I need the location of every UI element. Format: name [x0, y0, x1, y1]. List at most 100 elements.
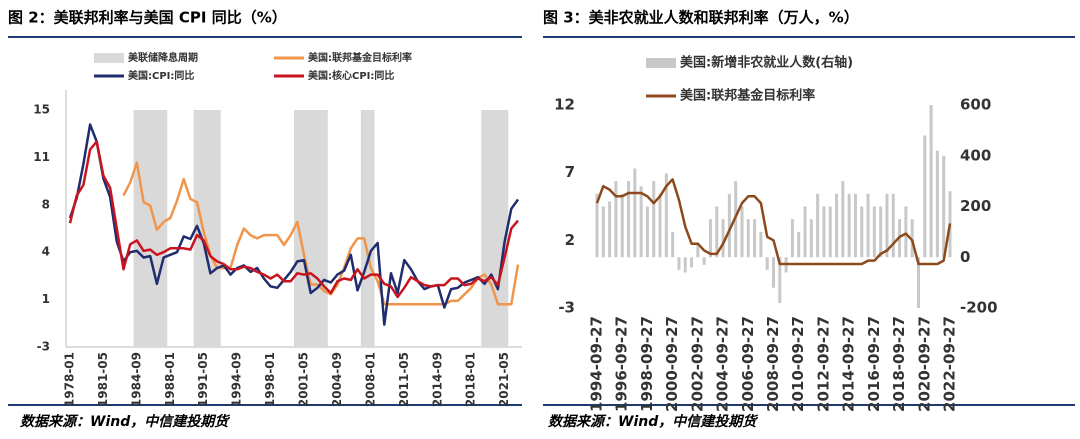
bar — [816, 193, 820, 258]
bar — [916, 257, 920, 308]
x-tick-label: 2014-09 — [430, 352, 444, 407]
x-tick-label: 1994-09 — [230, 352, 244, 407]
y-tick-label: 2 — [565, 231, 575, 249]
bar — [671, 231, 675, 258]
legend-swatch — [94, 53, 124, 63]
x-tick-label: 2011-05 — [397, 352, 411, 407]
x-tick-label: 2001-05 — [297, 352, 311, 407]
band — [140, 110, 148, 347]
bar — [828, 206, 832, 258]
line — [68, 123, 520, 326]
x-tick-label: 2008-09-27 — [764, 316, 782, 412]
band — [487, 110, 495, 347]
bar — [879, 206, 883, 258]
legend-label: 美国:新增非农就业人数(右轴) — [680, 55, 853, 71]
bar — [759, 231, 763, 258]
x-tick-label: 2016-09-27 — [865, 316, 883, 412]
y-tick-label: 12 — [554, 96, 575, 114]
bar — [721, 219, 725, 258]
line — [595, 178, 952, 266]
y2-tick-label: -200 — [960, 299, 998, 317]
bar — [942, 155, 946, 258]
bar — [765, 257, 769, 270]
bar — [797, 231, 801, 258]
bar — [853, 193, 857, 258]
legend-label: 美国:CPI:同比 — [128, 69, 194, 82]
bar — [727, 193, 731, 258]
bar — [835, 193, 839, 258]
x-tick-label: 1984-09 — [129, 352, 143, 407]
chart-title: 图 3：美非农就业人数和联邦利率（万人，%） — [543, 9, 859, 27]
bar — [929, 105, 933, 258]
x-tick-label: 2006-09-27 — [739, 316, 757, 412]
x-tick-label: 2021-05 — [497, 352, 511, 407]
bar — [608, 201, 612, 258]
band — [360, 110, 368, 347]
bar — [708, 219, 712, 258]
bar — [904, 206, 908, 258]
legend-label: 美国:联邦基金目标利率 — [680, 88, 815, 104]
x-tick-label: 2010-09-27 — [789, 316, 807, 412]
x-tick-label: 2022-09-27 — [941, 316, 959, 412]
x-tick-label: 2004-09-27 — [714, 316, 732, 412]
bar — [809, 219, 813, 258]
x-tick-label: 2020-09-27 — [915, 316, 933, 412]
bar — [683, 257, 687, 273]
y-tick-label: -3 — [37, 340, 50, 354]
y-tick-label: 4 — [42, 245, 50, 259]
bar — [803, 206, 807, 258]
bar — [872, 206, 876, 258]
band — [307, 110, 315, 347]
bar — [715, 206, 719, 258]
band — [320, 110, 328, 347]
bar — [595, 193, 599, 258]
band — [314, 110, 322, 347]
bar — [645, 206, 649, 258]
bar — [658, 193, 662, 258]
y-tick-label: -3 — [558, 299, 575, 317]
band — [133, 110, 141, 347]
legend-label: 美国:联邦基金目标利率 — [308, 51, 412, 64]
x-tick-label: 1998-09-27 — [638, 316, 656, 412]
bar — [935, 150, 939, 258]
bar — [885, 193, 889, 258]
line — [68, 140, 519, 299]
y2-tick-label: 400 — [960, 146, 991, 164]
source: 数据来源：Wind，中信建投期货 — [548, 413, 758, 430]
band — [207, 110, 215, 347]
y-tick-label: 1 — [42, 292, 50, 306]
y2-tick-label: 0 — [960, 248, 970, 266]
band — [213, 110, 221, 347]
band — [481, 110, 489, 347]
bar — [633, 168, 637, 258]
bar — [614, 181, 618, 258]
x-tick-label: 2008-01 — [363, 352, 377, 407]
x-tick-label: 2004-09 — [330, 352, 344, 407]
bar — [652, 181, 656, 258]
legend-label: 美联储降息周期 — [128, 51, 198, 64]
x-tick-label: 2018-01 — [464, 352, 478, 407]
bar — [866, 193, 870, 258]
bar — [753, 219, 757, 258]
bar — [790, 219, 794, 258]
y-tick-label: 8 — [42, 197, 50, 211]
bar — [822, 206, 826, 258]
bar — [664, 173, 668, 258]
source: 数据来源：Wind，中信建投期货 — [20, 413, 230, 430]
bar — [627, 181, 631, 258]
x-tick-label: 1996-09-27 — [613, 316, 631, 412]
band — [160, 110, 168, 347]
bar — [772, 257, 775, 288]
y-tick-label: 15 — [33, 103, 50, 117]
y2-tick-label: 200 — [960, 197, 991, 215]
bar — [702, 257, 706, 265]
x-tick-label: 2012-09-27 — [814, 316, 832, 412]
bar — [841, 181, 845, 258]
band — [300, 110, 308, 347]
bar — [746, 219, 750, 258]
band — [367, 110, 375, 347]
x-tick-label: 1978-01 — [63, 352, 77, 407]
legend-label: 美国:核心CPI:同比 — [308, 69, 394, 82]
x-tick-label: 1994-09-27 — [588, 316, 606, 412]
